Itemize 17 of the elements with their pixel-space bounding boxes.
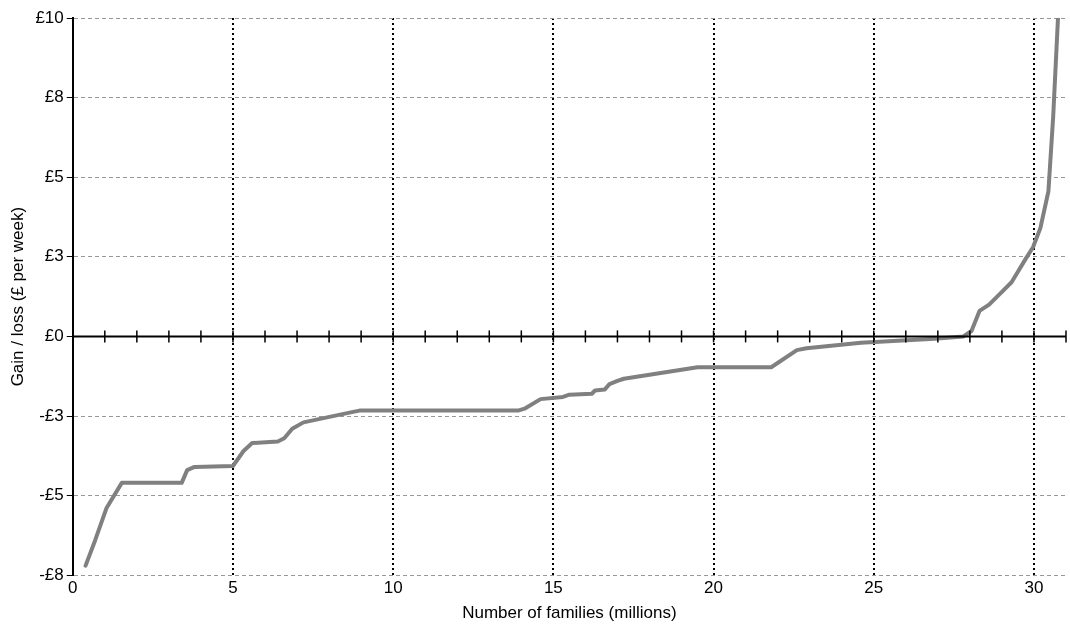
x-tick-label: 15: [543, 578, 563, 598]
x-tick-label: 25: [864, 578, 884, 598]
x-axis-title: Number of families (millions): [462, 603, 677, 623]
x-tick-label: 0: [68, 578, 78, 598]
x-tick-label: 10: [383, 578, 403, 598]
x-tick-label: 30: [1024, 578, 1044, 598]
y-tick-label: -£8: [39, 564, 64, 584]
y-tick-label: -£5: [39, 485, 64, 505]
y-tick-label: £8: [44, 87, 64, 107]
y-axis-title: Gain / loss (£ per week): [7, 206, 27, 387]
y-tick-label: £5: [44, 166, 64, 186]
y-tick-label: -£3: [39, 405, 64, 425]
y-tick-label: £0: [44, 326, 64, 346]
x-tick-label: 20: [704, 578, 724, 598]
x-tick-label: 5: [228, 578, 238, 598]
y-tick-label: £10: [35, 7, 64, 27]
y-tick-label: £3: [44, 246, 64, 266]
